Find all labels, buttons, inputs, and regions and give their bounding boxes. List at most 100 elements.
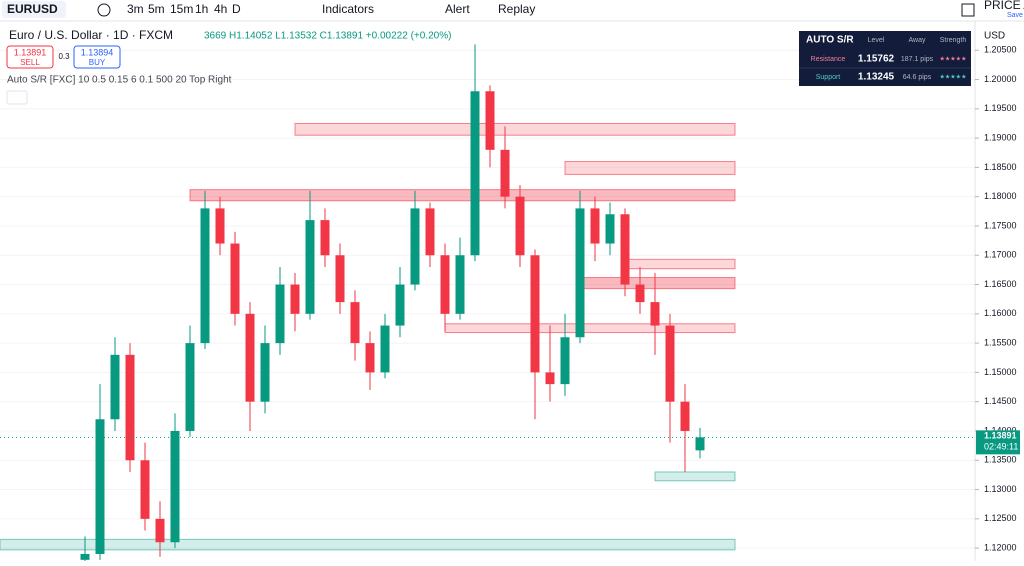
panel-bg <box>799 31 971 86</box>
y-tick-label: 1.19500 <box>984 103 1017 113</box>
candle-body <box>80 553 90 560</box>
symbol[interactable]: EURUSD <box>7 2 58 16</box>
panel-header: Strength <box>940 37 967 44</box>
sell-label[interactable]: SELL <box>20 58 40 67</box>
y-tick-label: 1.18000 <box>984 191 1017 201</box>
support-zone <box>0 538 736 551</box>
sell-button[interactable] <box>6 45 54 69</box>
candle-body <box>695 437 705 451</box>
sell-price[interactable]: 1.13891 <box>14 47 47 57</box>
resistance-zone <box>624 258 736 270</box>
last-price: 1.13891 <box>984 431 1017 441</box>
candle-body <box>245 313 255 402</box>
legend-ohlc: 3669 H1.14052 L1.13532 C1.13891 +0.00222… <box>204 31 451 42</box>
y-tick-label: 1.12500 <box>984 513 1017 523</box>
indicators[interactable]: Indicators <box>322 2 374 16</box>
candle-body <box>485 91 495 150</box>
last-price-tag <box>976 430 1020 455</box>
y-tick-label: 1.20000 <box>984 74 1017 84</box>
add-symbol[interactable] <box>97 3 111 17</box>
legend-title: Euro / U.S. Dollar · 1D · FXCM <box>9 28 173 42</box>
candle-body <box>275 284 285 344</box>
interval[interactable]: 15m <box>170 2 193 16</box>
replay[interactable]: Replay <box>498 2 535 16</box>
countdown: 02:49:11 <box>984 442 1018 452</box>
panel-header: Level <box>868 37 885 44</box>
interval[interactable]: 3m <box>127 2 144 16</box>
symbol-box[interactable] <box>2 1 66 18</box>
candle-body <box>290 284 300 314</box>
buy-price[interactable]: 1.13894 <box>81 47 114 57</box>
candle-body <box>665 325 675 402</box>
candle-body <box>605 214 615 244</box>
alert[interactable]: Alert <box>445 2 470 16</box>
save[interactable]: Save <box>1007 12 1023 19</box>
candle-body <box>110 354 120 420</box>
buy-label[interactable]: BUY <box>89 58 106 67</box>
candle-body <box>650 302 660 326</box>
spread: 0.3 <box>58 52 70 61</box>
candle-body <box>200 208 210 344</box>
panel-cell: 64.6 pips <box>903 74 932 81</box>
candle-body <box>260 343 270 402</box>
interval[interactable]: D <box>232 2 241 16</box>
candle-body <box>635 284 645 303</box>
candle-body <box>425 208 435 256</box>
y-tick-label: 1.12000 <box>984 542 1017 552</box>
panel-cell: Support <box>816 74 841 81</box>
price-axis: USD 1.120001.125001.130001.135001.140001… <box>974 21 1020 561</box>
checkbox[interactable] <box>961 3 975 17</box>
plot <box>0 44 975 566</box>
panel-cell: 1.15762 <box>858 54 895 65</box>
candle-body <box>365 343 375 373</box>
candle-body <box>185 343 195 431</box>
panel-cell: Resistance <box>811 56 846 63</box>
candle-body <box>560 337 570 385</box>
panel-cell: 1.13245 <box>858 72 895 83</box>
candle-body <box>440 255 450 314</box>
candle-body <box>335 255 345 303</box>
currency: USD <box>984 31 1005 42</box>
candle-body <box>215 208 225 244</box>
price-label: PRICE AC <box>984 0 1024 12</box>
resistance-zone <box>444 323 736 334</box>
y-tick-label: 1.15000 <box>984 367 1017 377</box>
y-tick-label: 1.13000 <box>984 484 1017 494</box>
candle-body <box>410 208 420 285</box>
legend: Euro / U.S. Dollar · 1D · FXCM 3669 H1.1… <box>6 28 451 105</box>
candle-body <box>575 208 585 338</box>
candle-body <box>530 255 540 373</box>
support-zone <box>654 471 736 482</box>
resistance-zone <box>294 122 736 136</box>
candle-body <box>320 220 330 256</box>
panel-header: Away <box>909 37 926 44</box>
y-tick-label: 1.19000 <box>984 132 1017 142</box>
candle-body <box>305 220 315 314</box>
panel-cell: ★★★★★ <box>940 74 967 81</box>
indicator-label: Auto S/R [FXC] 10 0.5 0.15 6 0.1 500 20 … <box>7 75 232 86</box>
resistance-zone <box>579 277 736 290</box>
interval[interactable]: 4h <box>214 2 227 16</box>
y-tick-label: 1.13500 <box>984 455 1017 465</box>
y-tick-label: 1.14500 <box>984 396 1017 406</box>
interval[interactable]: 5m <box>148 2 165 16</box>
candle-body <box>155 518 165 543</box>
interval[interactable]: 1h <box>195 2 208 16</box>
panel-cell: 187.1 pips <box>901 56 934 63</box>
collapse[interactable] <box>6 90 28 105</box>
candle-body <box>380 325 390 373</box>
y-tick-label: 1.17000 <box>984 250 1017 260</box>
sr-panel: AUTO S/R Level Away Strength Resistance … <box>799 31 971 86</box>
candle-body <box>140 460 150 519</box>
candle-body <box>395 284 405 326</box>
candle-body <box>470 91 480 256</box>
y-tick-label: 1.14000 <box>984 425 1017 435</box>
y-tick-label: 1.15500 <box>984 337 1017 347</box>
buy-button[interactable] <box>73 45 121 69</box>
y-tick-label: 1.16000 <box>984 308 1017 318</box>
candle-body <box>125 354 135 461</box>
toolbar: EURUSD 3m 5m 15m 1h 4h D Indicators Alert Rep… <box>0 0 1024 22</box>
y-tick-label: 1.17500 <box>984 220 1017 230</box>
y-tick-label: 1.18500 <box>984 162 1017 172</box>
